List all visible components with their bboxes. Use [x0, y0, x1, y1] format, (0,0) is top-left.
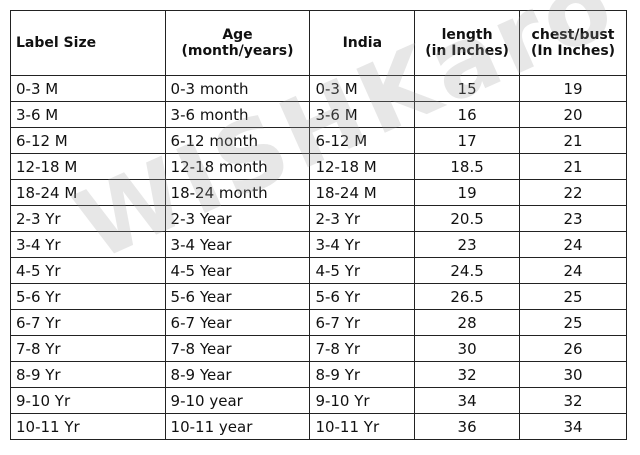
table-cell: 32	[519, 387, 627, 414]
table-cell: 8-9 Yr	[10, 361, 166, 388]
table-row: 3-6 M 3-6 month 3-6 M 16 20	[10, 101, 627, 128]
header-cell: Label Size	[10, 10, 166, 76]
table-cell: 26	[519, 335, 627, 362]
table-cell: 9-10 year	[164, 387, 311, 414]
table-cell: 3-6 M	[309, 101, 416, 128]
header-cell: chest/bust (In Inches)	[519, 10, 627, 76]
table-cell: 6-7 Yr	[309, 309, 416, 336]
table-cell: 5-6 Yr	[10, 283, 166, 310]
table-row: 9-10 Yr 9-10 year 9-10 Yr 34 32	[10, 387, 627, 414]
table-cell: 12-18 M	[10, 153, 166, 180]
table-cell: 0-3 M	[10, 75, 166, 102]
table-cell: 6-12 M	[10, 127, 166, 154]
table-cell: 18-24 month	[164, 179, 311, 206]
table-cell: 3-4 Yr	[309, 231, 416, 258]
table-cell: 18-24 M	[309, 179, 416, 206]
table-cell: 23	[414, 231, 521, 258]
table-cell: 4-5 Yr	[10, 257, 166, 284]
table-cell: 0-3 M	[309, 75, 416, 102]
table-cell: 12-18 M	[309, 153, 416, 180]
table-cell: 9-10 Yr	[10, 387, 166, 414]
table-row: 6-7 Yr 6-7 Year 6-7 Yr 28 25	[10, 309, 627, 336]
table-cell: 23	[519, 205, 627, 232]
table-cell: 30	[414, 335, 521, 362]
header-row: Label Size Age (month/years) India length (…	[10, 10, 627, 76]
table-row: 8-9 Yr 8-9 Year 8-9 Yr 32 30	[10, 361, 627, 388]
table-cell: 10-11 Yr	[10, 413, 166, 440]
table-cell: 2-3 Year	[164, 205, 311, 232]
table-cell: 2-3 Yr	[10, 205, 166, 232]
table-cell: 10-11 year	[164, 413, 311, 440]
table-cell: 6-12 month	[164, 127, 311, 154]
header-cell: Age (month/years)	[164, 10, 311, 76]
table-cell: 28	[414, 309, 521, 336]
table-cell: 12-18 month	[164, 153, 311, 180]
table-cell: 6-12 M	[309, 127, 416, 154]
table-cell: 6-7 Year	[164, 309, 311, 336]
table-row: 18-24 M 18-24 month 18-24 M 19 22	[10, 179, 627, 206]
table-cell: 2-3 Yr	[309, 205, 416, 232]
table-cell: 24	[519, 231, 627, 258]
table-cell: 20	[519, 101, 627, 128]
table-row: 4-5 Yr 4-5 Year 4-5 Yr 24.5 24	[10, 257, 627, 284]
table-cell: 4-5 Yr	[309, 257, 416, 284]
table-cell: 34	[519, 413, 627, 440]
table-cell: 7-8 Year	[164, 335, 311, 362]
table-cell: 19	[414, 179, 521, 206]
table-cell: 17	[414, 127, 521, 154]
table-cell: 3-4 Year	[164, 231, 311, 258]
table-cell: 22	[519, 179, 627, 206]
table-cell: 20.5	[414, 205, 521, 232]
table-cell: 21	[519, 153, 627, 180]
table-cell: 0-3 month	[164, 75, 311, 102]
table-cell: 24	[519, 257, 627, 284]
size-table: Label Size Age (month/years) India length (…	[10, 10, 627, 440]
table-row: 12-18 M 12-18 month 12-18 M 18.5 21	[10, 153, 627, 180]
table-row: 5-6 Yr 5-6 Year 5-6 Yr 26.5 25	[10, 283, 627, 310]
table-cell: 8-9 Year	[164, 361, 311, 388]
table-cell: 5-6 Year	[164, 283, 311, 310]
table-row: 10-11 Yr 10-11 year 10-11 Yr 36 34	[10, 413, 627, 440]
table-row: 6-12 M 6-12 month 6-12 M 17 21	[10, 127, 627, 154]
table-cell: 3-6 M	[10, 101, 166, 128]
table-cell: 3-6 month	[164, 101, 311, 128]
table-cell: 25	[519, 309, 627, 336]
table-cell: 16	[414, 101, 521, 128]
table-cell: 3-4 Yr	[10, 231, 166, 258]
table-row: 0-3 M 0-3 month 0-3 M 15 19	[10, 75, 627, 102]
table-cell: 25	[519, 283, 627, 310]
table-cell: 8-9 Yr	[309, 361, 416, 388]
table-cell: 9-10 Yr	[309, 387, 416, 414]
table-cell: 30	[519, 361, 627, 388]
table-cell: 26.5	[414, 283, 521, 310]
table-cell: 34	[414, 387, 521, 414]
table-cell: 18-24 M	[10, 179, 166, 206]
header-cell: length (in Inches)	[414, 10, 521, 76]
table-cell: 4-5 Year	[164, 257, 311, 284]
table-body: 0-3 M 0-3 month 0-3 M 15 19 3-6 M 3-6 month 3-6…	[10, 75, 627, 440]
table-cell: 19	[519, 75, 627, 102]
table-cell: 32	[414, 361, 521, 388]
table-cell: 10-11 Yr	[309, 413, 416, 440]
table-cell: 36	[414, 413, 521, 440]
table-cell: 6-7 Yr	[10, 309, 166, 336]
table-cell: 5-6 Yr	[309, 283, 416, 310]
table-cell: 7-8 Yr	[309, 335, 416, 362]
table-cell: 15	[414, 75, 521, 102]
table-cell: 7-8 Yr	[10, 335, 166, 362]
table-cell: 24.5	[414, 257, 521, 284]
table-row: 3-4 Yr 3-4 Year 3-4 Yr 23 24	[10, 231, 627, 258]
table-row: 2-3 Yr 2-3 Year 2-3 Yr 20.5 23	[10, 205, 627, 232]
table-cell: 21	[519, 127, 627, 154]
table-row: 7-8 Yr 7-8 Year 7-8 Yr 30 26	[10, 335, 627, 362]
table-cell: 18.5	[414, 153, 521, 180]
header-cell: India	[309, 10, 416, 76]
